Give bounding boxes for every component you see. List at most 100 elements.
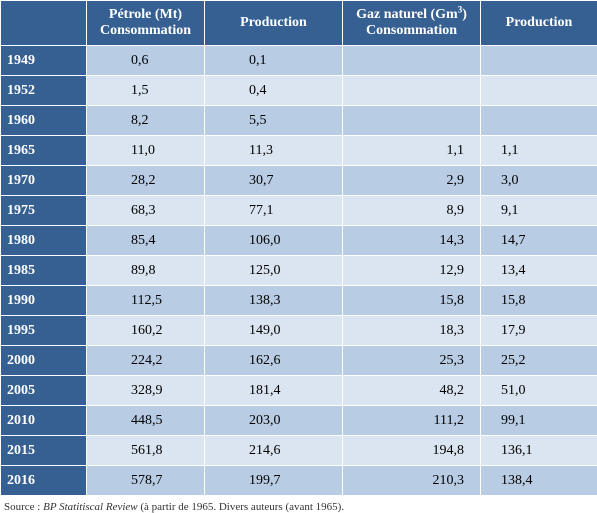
source-note: Source : BP Statitiscal Review (à partir…: [4, 501, 597, 513]
gaz-production-cell: 138,4: [481, 466, 597, 496]
year-cell: 2015: [1, 436, 87, 466]
petrole-production-cell: 77,1: [205, 196, 343, 226]
petrole-consommation-cell: 11,0: [87, 136, 205, 166]
petrole-consommation-cell: 328,9: [87, 376, 205, 406]
gaz-consommation-cell: 18,3: [343, 316, 481, 346]
petrole-consommation-cell: 160,2: [87, 316, 205, 346]
gaz-production-cell: 136,1: [481, 436, 597, 466]
header-petrole-label: Pétrole (Mt): [89, 7, 202, 23]
year-cell: 1975: [1, 196, 87, 226]
header-gaz-production: Production: [481, 1, 597, 46]
petrole-production-cell: 30,7: [205, 166, 343, 196]
gaz-consommation-cell: 48,2: [343, 376, 481, 406]
petrole-consommation-cell: 28,2: [87, 166, 205, 196]
gaz-production-cell: 25,2: [481, 346, 597, 376]
petrole-production-cell: 125,0: [205, 256, 343, 286]
petrole-production-cell: 5,5: [205, 106, 343, 136]
year-cell: 1990: [1, 286, 87, 316]
year-cell: 1980: [1, 226, 87, 256]
petrole-consommation-cell: 224,2: [87, 346, 205, 376]
header-year-corner: [1, 1, 87, 46]
petrole-consommation-cell: 112,5: [87, 286, 205, 316]
source-suffix: (à partir de 1965. Divers auteurs (avant…: [138, 501, 345, 513]
gaz-consommation-cell: 15,8: [343, 286, 481, 316]
header-production-label: Production: [506, 15, 573, 30]
gaz-production-cell: 3,0: [481, 166, 597, 196]
gaz-consommation-cell: 12,9: [343, 256, 481, 286]
petrole-consommation-cell: 1,5: [87, 76, 205, 106]
year-cell: 1960: [1, 106, 87, 136]
petrole-production-cell: 138,3: [205, 286, 343, 316]
source-title: BP Statitiscal Review: [43, 501, 138, 513]
gaz-consommation-cell: 25,3: [343, 346, 481, 376]
petrole-consommation-cell: 85,4: [87, 226, 205, 256]
header-petrole-consommation: Pétrole (Mt) Consommation: [87, 1, 205, 46]
gaz-production-cell: 1,1: [481, 136, 597, 166]
gaz-production-cell: 51,0: [481, 376, 597, 406]
petrole-consommation-cell: 89,8: [87, 256, 205, 286]
gaz-consommation-cell: 1,1: [343, 136, 481, 166]
petrole-production-cell: 149,0: [205, 316, 343, 346]
year-cell: 2000: [1, 346, 87, 376]
gaz-consommation-cell: 210,3: [343, 466, 481, 496]
gaz-production-cell: [481, 46, 597, 76]
petrole-production-cell: 199,7: [205, 466, 343, 496]
gaz-consommation-cell: 14,3: [343, 226, 481, 256]
header-row: Pétrole (Mt) Consommation Production Gaz…: [1, 1, 597, 46]
gaz-production-cell: 14,7: [481, 226, 597, 256]
gaz-consommation-cell: [343, 76, 481, 106]
year-cell: 1965: [1, 136, 87, 166]
gaz-consommation-cell: 111,2: [343, 406, 481, 436]
gaz-production-cell: [481, 106, 597, 136]
year-cell: 1949: [1, 46, 87, 76]
header-production-label: Production: [240, 15, 307, 30]
petrole-production-cell: 203,0: [205, 406, 343, 436]
gaz-production-cell: [481, 76, 597, 106]
source-prefix: Source :: [4, 501, 43, 513]
gaz-production-cell: 17,9: [481, 316, 597, 346]
petrole-consommation-cell: 561,8: [87, 436, 205, 466]
year-cell: 2010: [1, 406, 87, 436]
gaz-production-cell: 15,8: [481, 286, 597, 316]
header-gaz-consommation: Gaz naturel (Gm3) Consommation: [343, 1, 481, 46]
table-header: Pétrole (Mt) Consommation Production Gaz…: [1, 1, 597, 46]
petrole-consommation-cell: 8,2: [87, 106, 205, 136]
petrole-production-cell: 214,6: [205, 436, 343, 466]
petrole-production-cell: 11,3: [205, 136, 343, 166]
gaz-consommation-cell: 194,8: [343, 436, 481, 466]
header-gaz-suffix: ): [462, 7, 467, 22]
header-gaz-prefix: Gaz naturel (Gm: [356, 7, 458, 22]
header-gaz-label: Gaz naturel (Gm3): [345, 7, 478, 23]
energy-table: Pétrole (Mt) Consommation Production Gaz…: [0, 0, 597, 496]
gaz-consommation-cell: 8,9: [343, 196, 481, 226]
year-cell: 1952: [1, 76, 87, 106]
year-cell: 2016: [1, 466, 87, 496]
gaz-production-cell: 9,1: [481, 196, 597, 226]
petrole-production-cell: 0,4: [205, 76, 343, 106]
petrole-consommation-cell: 578,7: [87, 466, 205, 496]
header-petrole-production: Production: [205, 1, 343, 46]
petrole-production-cell: 0,1: [205, 46, 343, 76]
petrole-consommation-cell: 0,6: [87, 46, 205, 76]
year-cell: 1970: [1, 166, 87, 196]
petrole-consommation-cell: 68,3: [87, 196, 205, 226]
petrole-consommation-cell: 448,5: [87, 406, 205, 436]
petrole-production-cell: 181,4: [205, 376, 343, 406]
year-cell: 1995: [1, 316, 87, 346]
header-consommation-label: Consommation: [89, 23, 202, 39]
